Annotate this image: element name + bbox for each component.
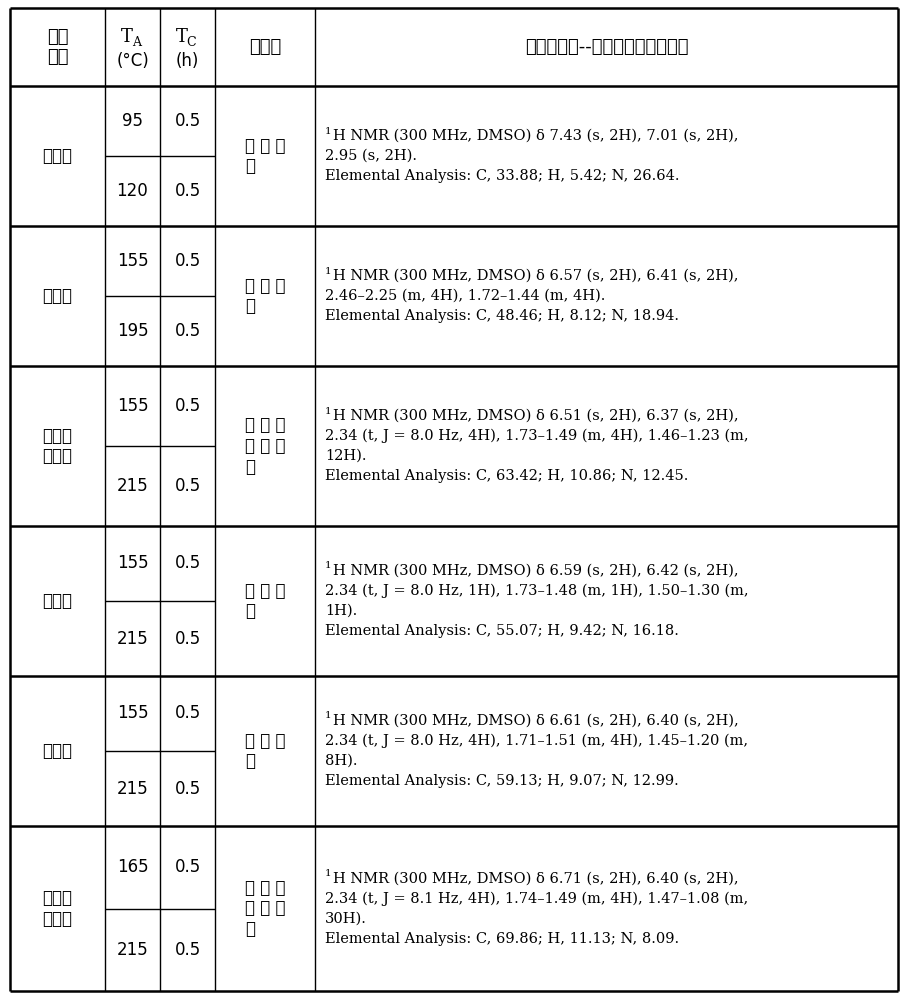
Text: 二 十 碳
二 元 酰
胺: 二 十 碳 二 元 酰 胺 bbox=[245, 879, 285, 938]
Text: 2.46–2.25 (m, 4H), 1.72–1.44 (m, 4H).: 2.46–2.25 (m, 4H), 1.72–1.44 (m, 4H). bbox=[325, 289, 606, 303]
Text: 2.34 (t, J = 8.0 Hz, 4H), 1.73–1.49 (m, 4H), 1.46–1.23 (m,: 2.34 (t, J = 8.0 Hz, 4H), 1.73–1.49 (m, … bbox=[325, 429, 748, 443]
Text: 0.5: 0.5 bbox=[174, 554, 201, 572]
Text: 2.34 (t, J = 8.0 Hz, 4H), 1.71–1.51 (m, 4H), 1.45–1.20 (m,: 2.34 (t, J = 8.0 Hz, 4H), 1.71–1.51 (m, … bbox=[325, 734, 748, 748]
Text: 己 二 酰
胺: 己 二 酰 胺 bbox=[245, 277, 285, 315]
Text: 0.5: 0.5 bbox=[174, 182, 201, 200]
Text: Elemental Analysis: C, 59.13; H, 9.07; N, 12.99.: Elemental Analysis: C, 59.13; H, 9.07; N… bbox=[325, 774, 679, 788]
Text: 215: 215 bbox=[116, 941, 148, 959]
Text: 0.5: 0.5 bbox=[174, 704, 201, 722]
Text: Elemental Analysis: C, 63.42; H, 10.86; N, 12.45.: Elemental Analysis: C, 63.42; H, 10.86; … bbox=[325, 469, 688, 483]
Text: 1H).: 1H). bbox=[325, 604, 357, 618]
Text: (h): (h) bbox=[176, 52, 199, 70]
Text: 215: 215 bbox=[116, 780, 148, 798]
Text: 215: 215 bbox=[116, 477, 148, 495]
Text: (°C): (°C) bbox=[116, 52, 149, 70]
Text: H NMR (300 MHz, DMSO) δ 6.59 (s, 2H), 6.42 (s, 2H),: H NMR (300 MHz, DMSO) δ 6.59 (s, 2H), 6.… bbox=[333, 564, 738, 578]
Text: 1: 1 bbox=[325, 266, 331, 275]
Text: 12H).: 12H). bbox=[325, 449, 367, 463]
Text: 0.5: 0.5 bbox=[174, 858, 201, 876]
Text: T: T bbox=[175, 28, 187, 46]
Text: 0.5: 0.5 bbox=[174, 477, 201, 495]
Text: 辛二酸: 辛二酸 bbox=[43, 592, 73, 610]
Text: H NMR (300 MHz, DMSO) δ 6.71 (s, 2H), 6.40 (s, 2H),: H NMR (300 MHz, DMSO) δ 6.71 (s, 2H), 6.… bbox=[333, 871, 738, 886]
Text: 十二碳
二元酸: 十二碳 二元酸 bbox=[43, 427, 73, 465]
Text: C: C bbox=[187, 36, 196, 49]
Text: 155: 155 bbox=[117, 704, 148, 722]
Text: 155: 155 bbox=[117, 252, 148, 270]
Text: 95: 95 bbox=[122, 112, 143, 130]
Text: Elemental Analysis: C, 55.07; H, 9.42; N, 16.18.: Elemental Analysis: C, 55.07; H, 9.42; N… bbox=[325, 624, 679, 638]
Text: 0.5: 0.5 bbox=[174, 941, 201, 959]
Text: 195: 195 bbox=[117, 322, 148, 340]
Text: A: A bbox=[132, 36, 141, 49]
Text: 2.95 (s, 2H).: 2.95 (s, 2H). bbox=[325, 149, 417, 163]
Text: 0.5: 0.5 bbox=[174, 252, 201, 270]
Text: 1: 1 bbox=[325, 869, 331, 878]
Text: 8H).: 8H). bbox=[325, 754, 358, 768]
Text: 1: 1 bbox=[325, 126, 331, 135]
Text: 215: 215 bbox=[116, 630, 148, 648]
Text: 丙二酸: 丙二酸 bbox=[43, 147, 73, 165]
Text: H NMR (300 MHz, DMSO) δ 6.51 (s, 2H), 6.37 (s, 2H),: H NMR (300 MHz, DMSO) δ 6.51 (s, 2H), 6.… bbox=[333, 409, 738, 423]
Text: 30H).: 30H). bbox=[325, 912, 367, 926]
Text: 0.5: 0.5 bbox=[174, 630, 201, 648]
Text: Elemental Analysis: C, 48.46; H, 8.12; N, 18.94.: Elemental Analysis: C, 48.46; H, 8.12; N… bbox=[325, 309, 679, 323]
Text: Elemental Analysis: C, 69.86; H, 11.13; N, 8.09.: Elemental Analysis: C, 69.86; H, 11.13; … bbox=[325, 932, 679, 946]
Text: 1: 1 bbox=[325, 406, 331, 416]
Text: T: T bbox=[121, 28, 133, 46]
Text: 155: 155 bbox=[117, 554, 148, 572]
Text: 中间体表征--核磁氢谱和元素分析: 中间体表征--核磁氢谱和元素分析 bbox=[525, 38, 688, 56]
Text: 中间体: 中间体 bbox=[249, 38, 281, 56]
Text: Elemental Analysis: C, 33.88; H, 5.42; N, 26.64.: Elemental Analysis: C, 33.88; H, 5.42; N… bbox=[325, 169, 679, 183]
Text: 十 二 碳
二 元 酰
胺: 十 二 碳 二 元 酰 胺 bbox=[245, 416, 285, 476]
Text: 2.34 (t, J = 8.1 Hz, 4H), 1.74–1.49 (m, 4H), 1.47–1.08 (m,: 2.34 (t, J = 8.1 Hz, 4H), 1.74–1.49 (m, … bbox=[325, 891, 748, 906]
Text: 署酸
原料: 署酸 原料 bbox=[46, 28, 68, 66]
Text: 155: 155 bbox=[117, 397, 148, 415]
Text: 165: 165 bbox=[117, 858, 148, 876]
Text: H NMR (300 MHz, DMSO) δ 7.43 (s, 2H), 7.01 (s, 2H),: H NMR (300 MHz, DMSO) δ 7.43 (s, 2H), 7.… bbox=[333, 129, 738, 143]
Text: 0.5: 0.5 bbox=[174, 397, 201, 415]
Text: H NMR (300 MHz, DMSO) δ 6.61 (s, 2H), 6.40 (s, 2H),: H NMR (300 MHz, DMSO) δ 6.61 (s, 2H), 6.… bbox=[333, 714, 739, 728]
Text: 癸 二 酰
胺: 癸 二 酰 胺 bbox=[245, 732, 285, 770]
Text: 辛 二 酰
胺: 辛 二 酰 胺 bbox=[245, 582, 285, 620]
Text: 1: 1 bbox=[325, 562, 331, 570]
Text: H NMR (300 MHz, DMSO) δ 6.57 (s, 2H), 6.41 (s, 2H),: H NMR (300 MHz, DMSO) δ 6.57 (s, 2H), 6.… bbox=[333, 269, 738, 283]
Text: 0.5: 0.5 bbox=[174, 112, 201, 130]
Text: 2.34 (t, J = 8.0 Hz, 1H), 1.73–1.48 (m, 1H), 1.50–1.30 (m,: 2.34 (t, J = 8.0 Hz, 1H), 1.73–1.48 (m, … bbox=[325, 584, 748, 598]
Text: 癸二酸: 癸二酸 bbox=[43, 742, 73, 760]
Text: 1: 1 bbox=[325, 712, 331, 720]
Text: 丙 二 酰
胺: 丙 二 酰 胺 bbox=[245, 137, 285, 175]
Text: 0.5: 0.5 bbox=[174, 322, 201, 340]
Text: 己二酸: 己二酸 bbox=[43, 287, 73, 305]
Text: 120: 120 bbox=[116, 182, 148, 200]
Text: 二十碳
二元酸: 二十碳 二元酸 bbox=[43, 889, 73, 928]
Text: 0.5: 0.5 bbox=[174, 780, 201, 798]
